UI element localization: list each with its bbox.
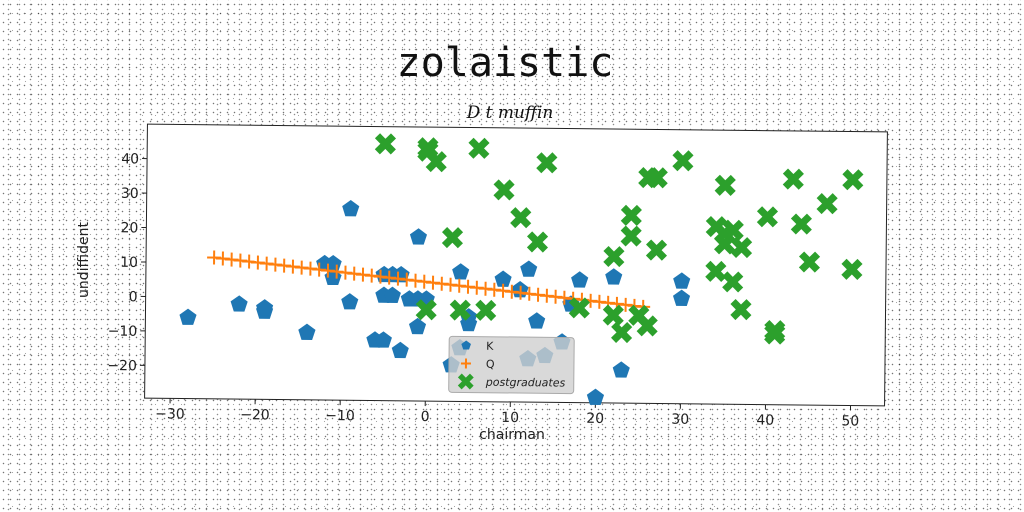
- point-k: [298, 323, 316, 340]
- point-postgraduates: [441, 227, 464, 249]
- legend-marker-postgraduates: [457, 373, 474, 390]
- point-postgraduates: [790, 213, 812, 235]
- point-k: [672, 289, 691, 307]
- point-postgraduates: [645, 239, 668, 261]
- x-tick-label: 50: [841, 413, 859, 429]
- point-k: [408, 317, 427, 335]
- point-k: [586, 388, 605, 406]
- point-postgraduates: [714, 174, 736, 196]
- x-tick-label: −20: [240, 407, 270, 423]
- point-postgraduates: [672, 150, 694, 172]
- y-tick-label: 20: [120, 220, 138, 236]
- x-tick-label: −30: [155, 406, 185, 422]
- point-postgraduates: [536, 152, 558, 174]
- point-postgraduates: [510, 207, 532, 229]
- point-postgraduates: [764, 320, 786, 342]
- point-postgraduates: [468, 137, 490, 159]
- y-tick-label: −10: [108, 324, 138, 340]
- point-postgraduates: [475, 299, 497, 321]
- point-k: [612, 361, 630, 378]
- point-postgraduates: [620, 204, 642, 226]
- data-marks: [179, 133, 864, 406]
- point-postgraduates: [782, 168, 804, 190]
- point-postgraduates: [756, 206, 779, 228]
- point-k: [179, 308, 197, 325]
- y-tick-label: 0: [129, 289, 138, 305]
- point-postgraduates: [493, 179, 515, 201]
- point-postgraduates: [449, 299, 471, 321]
- point-postgraduates: [425, 151, 447, 173]
- point-k: [383, 286, 401, 303]
- x-tick-label: 0: [421, 409, 430, 425]
- point-postgraduates: [841, 258, 863, 280]
- point-postgraduates: [722, 219, 744, 241]
- point-k: [341, 293, 359, 310]
- point-postgraduates: [415, 299, 437, 321]
- point-k: [452, 263, 470, 280]
- point-postgraduates: [620, 225, 642, 247]
- axis-ticks: −30 −20 −10 0 10 20 30 40 50 −20 −10 0 10 20 30 40: [107, 151, 859, 429]
- point-k: [374, 331, 392, 348]
- point-postgraduates: [722, 271, 744, 293]
- point-postgraduates: [730, 298, 752, 321]
- legend-label-q: Q: [486, 358, 495, 371]
- point-k: [409, 228, 428, 245]
- point-postgraduates: [374, 133, 397, 155]
- point-postgraduates: [602, 304, 624, 326]
- point-k: [528, 312, 546, 329]
- point-postgraduates: [842, 169, 864, 191]
- point-postgraduates: [568, 297, 590, 319]
- x-tick-label: 30: [671, 412, 689, 428]
- point-postgraduates: [798, 251, 821, 273]
- legend-markers: [457, 340, 474, 390]
- y-axis-label: undiffident: [76, 222, 92, 298]
- point-postgraduates: [730, 236, 753, 259]
- x-tick-label: 40: [756, 413, 774, 429]
- point-postgraduates: [816, 193, 838, 215]
- point-k: [494, 270, 512, 287]
- point-postgraduates: [603, 245, 625, 268]
- point-k: [342, 199, 360, 217]
- y-tick-label: 30: [121, 186, 139, 202]
- point-k: [605, 268, 623, 285]
- legend-label-k: K: [486, 340, 494, 353]
- point-k: [391, 341, 409, 359]
- point-postgraduates: [646, 167, 668, 189]
- legend: K Q postgraduates: [448, 335, 575, 395]
- point-k: [520, 260, 538, 277]
- point-k: [673, 272, 691, 289]
- plot-area: [144, 123, 888, 407]
- point-postgraduates: [526, 231, 549, 253]
- legend-marker-q: [460, 358, 471, 369]
- x-axis-label: chairman: [479, 427, 545, 443]
- point-k: [256, 299, 274, 316]
- point-postgraduates: [705, 260, 727, 283]
- y-tick-label: −20: [107, 358, 137, 374]
- point-postgraduates: [611, 321, 633, 344]
- legend-marker-k: [461, 340, 471, 350]
- x-tick-label: 20: [586, 411, 604, 427]
- legend-label-postgraduates: postgraduates: [485, 376, 566, 390]
- x-tick-label: −10: [325, 408, 355, 424]
- legend-box: [448, 335, 575, 395]
- point-k: [230, 295, 248, 312]
- y-tick-label: 10: [120, 255, 138, 271]
- point-postgraduates: [636, 315, 658, 337]
- y-tick-label: 40: [121, 151, 139, 167]
- point-k: [571, 271, 589, 288]
- x-tick-label: 10: [501, 410, 519, 426]
- chart-subtitle: D t muffin: [466, 103, 554, 123]
- chart-title: zolaistic: [397, 40, 614, 86]
